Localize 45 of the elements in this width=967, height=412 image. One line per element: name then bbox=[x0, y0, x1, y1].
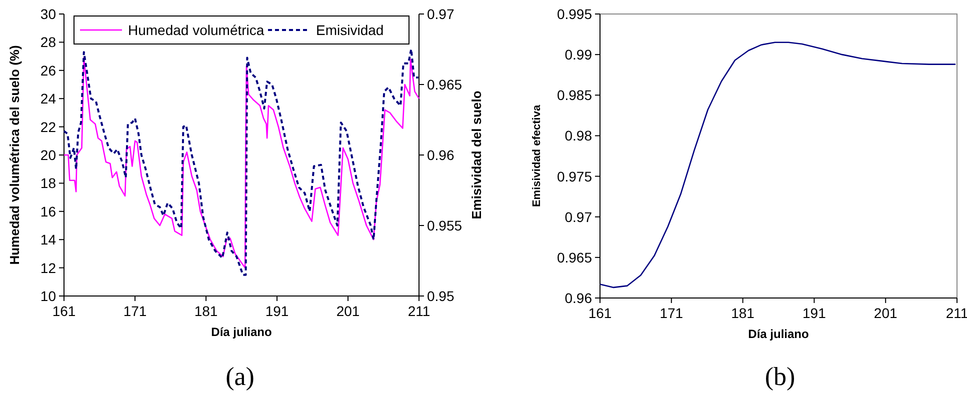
x-tick-label: 161 bbox=[588, 305, 612, 321]
y-tick-label: 12 bbox=[40, 260, 56, 276]
y2-tick-label: 0.965 bbox=[427, 76, 462, 92]
x-tick-label: 191 bbox=[802, 305, 826, 321]
x-tick-label: 161 bbox=[52, 303, 76, 319]
y2-tick-label: 0.955 bbox=[427, 218, 462, 234]
y-tick-label: 0.975 bbox=[556, 168, 592, 184]
x-tick-label: 171 bbox=[660, 305, 684, 321]
y-tick-label: 0.99 bbox=[564, 46, 592, 63]
y2-tick-label: 0.95 bbox=[427, 288, 454, 304]
y-tick-label: 0.98 bbox=[564, 128, 592, 144]
y-axis-title: Emisividad efectiva bbox=[531, 104, 543, 208]
x-tick-label: 181 bbox=[194, 303, 218, 319]
y-tick-label: 10 bbox=[40, 288, 56, 304]
y-tick-label: 0.965 bbox=[556, 249, 592, 266]
x-axis-title: Día juliano bbox=[748, 327, 809, 341]
y-tick-label: 22 bbox=[40, 118, 56, 135]
text: (b) bbox=[764, 362, 796, 391]
y-tick-label: 0.97 bbox=[564, 208, 592, 225]
y-axis-title: Humedad volumétrica del suelo (%) bbox=[7, 45, 22, 265]
x-tick-label: 201 bbox=[874, 305, 898, 321]
x-tick-label: 191 bbox=[265, 303, 289, 319]
x-tick-label: 211 bbox=[408, 303, 430, 319]
legend-label: Humedad volumétrica bbox=[128, 22, 264, 38]
y-tick-label: 0.995 bbox=[556, 6, 592, 22]
y-tick-label: 20 bbox=[40, 147, 56, 163]
y-tick-label: 16 bbox=[40, 203, 56, 220]
x-tick-label: 181 bbox=[731, 305, 755, 321]
legend-label: Emisividad bbox=[316, 22, 384, 38]
y2-axis-title: Emisividad del suelo bbox=[469, 90, 484, 220]
text: (a) bbox=[226, 362, 254, 391]
y-tick-label: 0.985 bbox=[556, 87, 592, 104]
x-axis-title: Día juliano bbox=[211, 325, 272, 339]
y-tick-label: 18 bbox=[40, 175, 56, 192]
x-tick-label: 171 bbox=[123, 303, 147, 319]
y2-tick-label: 0.97 bbox=[427, 6, 454, 22]
y-tick-label: 30 bbox=[40, 6, 56, 22]
y2-tick-label: 0.96 bbox=[427, 147, 454, 163]
y-tick-label: 0.96 bbox=[564, 290, 592, 306]
x-tick-label: 201 bbox=[336, 303, 360, 319]
y-tick-label: 28 bbox=[40, 34, 56, 50]
y-tick-label: 14 bbox=[40, 232, 56, 248]
y-tick-label: 26 bbox=[40, 62, 56, 78]
y-tick-label: 24 bbox=[40, 90, 56, 107]
line-series bbox=[599, 42, 956, 288]
